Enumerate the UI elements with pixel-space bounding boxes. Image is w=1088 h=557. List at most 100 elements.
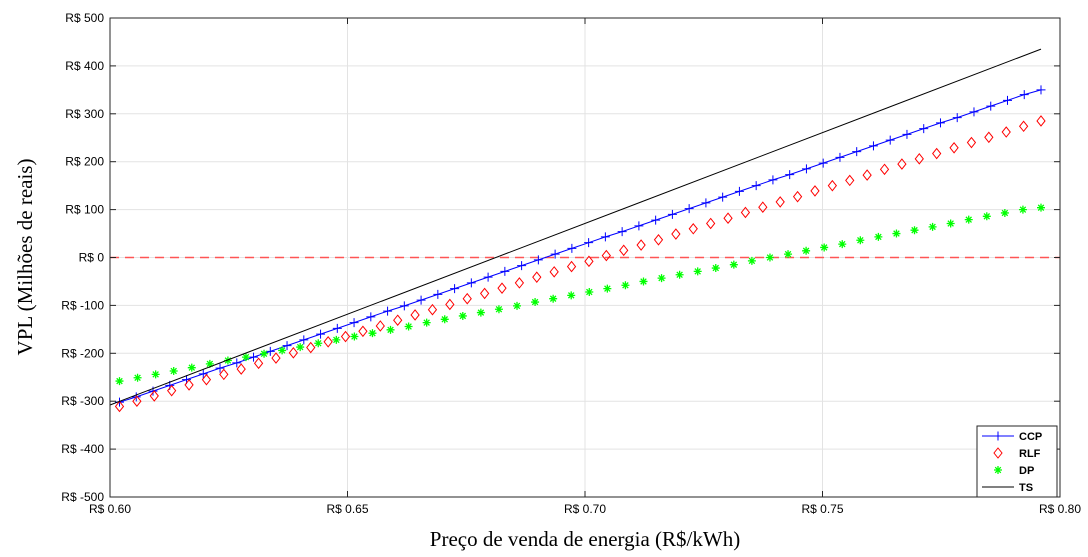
data-point <box>667 209 677 219</box>
x-tick-label: R$ 0.60 <box>89 502 131 516</box>
data-point <box>282 341 292 351</box>
x-axis-title: Preço de venda de energia (R$/kWh) <box>430 527 740 551</box>
y-axis-title: VPL (Milhões de reais) <box>13 159 37 356</box>
data-point <box>964 215 973 224</box>
data-point <box>952 113 962 123</box>
data-point <box>1018 120 1029 133</box>
data-point <box>949 142 959 154</box>
series-ts <box>109 48 1042 406</box>
data-point <box>892 229 901 238</box>
legend: CCP RLF DP TS <box>976 425 1058 498</box>
data-point <box>966 136 977 149</box>
data-point <box>500 266 510 276</box>
data-point <box>440 315 449 324</box>
data-point <box>734 186 744 196</box>
data-point <box>1001 126 1011 138</box>
x-tick-label: R$ 0.75 <box>801 502 843 516</box>
data-point <box>323 336 333 348</box>
grid <box>109 17 1061 498</box>
data-point <box>617 227 627 237</box>
y-tick-label: R$ 400 <box>65 59 104 73</box>
data-point <box>818 158 828 168</box>
data-point <box>1018 205 1027 214</box>
data-point <box>433 289 443 299</box>
y-tick-label: R$ -100 <box>61 298 104 312</box>
data-point <box>751 181 761 191</box>
data-point <box>603 284 612 293</box>
data-point <box>253 357 264 370</box>
data-point <box>852 147 862 157</box>
data-point <box>827 179 837 192</box>
data-point <box>671 228 681 240</box>
y-tick-label: R$ 300 <box>65 107 104 121</box>
data-point <box>584 238 594 248</box>
data-point <box>517 261 527 271</box>
data-point <box>149 390 159 402</box>
data-point <box>1002 95 1012 105</box>
data-point <box>601 249 611 262</box>
data-point <box>845 174 855 187</box>
data-point <box>1000 208 1009 217</box>
data-point <box>636 239 646 251</box>
data-point <box>241 353 250 362</box>
data-point <box>1036 115 1046 127</box>
data-point <box>810 185 820 197</box>
data-point <box>874 232 883 241</box>
series-line <box>119 89 1042 403</box>
data-point <box>393 314 403 327</box>
data-point <box>151 370 160 379</box>
y-tick-label: R$ -300 <box>61 394 104 408</box>
data-point <box>868 141 878 151</box>
data-point <box>549 294 558 303</box>
data-point <box>634 221 644 231</box>
data-point <box>533 255 543 265</box>
data-point <box>600 232 610 242</box>
data-point <box>215 363 225 373</box>
data-point <box>236 363 246 375</box>
data-point <box>483 272 493 282</box>
data-point <box>410 309 420 321</box>
data-point <box>914 153 924 165</box>
data-point <box>862 169 872 181</box>
data-point <box>497 282 507 294</box>
data-point <box>986 101 996 111</box>
data-point <box>399 301 409 311</box>
data-point <box>386 325 395 334</box>
data-point <box>566 260 577 273</box>
data-point <box>935 118 945 128</box>
data-point <box>249 352 259 362</box>
data-point <box>1019 90 1029 100</box>
data-point <box>1037 203 1045 212</box>
data-point <box>802 246 811 255</box>
data-point <box>232 358 242 368</box>
legend-label: RLF <box>1019 448 1041 460</box>
data-point <box>450 284 460 294</box>
legend-item-dp: DP <box>994 465 1034 477</box>
data-point <box>729 260 738 269</box>
legend-label: DP <box>1019 465 1034 477</box>
y-tick-label: R$ 100 <box>65 203 104 217</box>
data-point <box>856 236 865 245</box>
tick-labels: R$ 0.60 R$ 0.65 R$ 0.70 R$ 0.75 R$ 0.80 R$ -5… <box>61 11 1081 516</box>
data-point <box>306 341 316 354</box>
data-point <box>993 447 1003 459</box>
data-point <box>316 329 326 339</box>
legend-label: CCP <box>1019 431 1042 443</box>
data-point <box>711 264 720 273</box>
x-tick-label: R$ 0.65 <box>326 502 368 516</box>
data-point <box>879 163 890 176</box>
data-point <box>314 339 323 348</box>
x-tick-label: R$ 0.70 <box>564 502 606 516</box>
data-point <box>657 274 666 283</box>
data-point <box>466 278 476 288</box>
data-point <box>651 215 661 225</box>
data-point <box>358 325 368 338</box>
data-point <box>919 124 929 134</box>
data-point <box>567 291 576 300</box>
legend-item-ts: TS <box>982 482 1033 494</box>
data-point <box>383 306 393 316</box>
data-point <box>332 323 342 333</box>
data-point <box>513 301 522 310</box>
